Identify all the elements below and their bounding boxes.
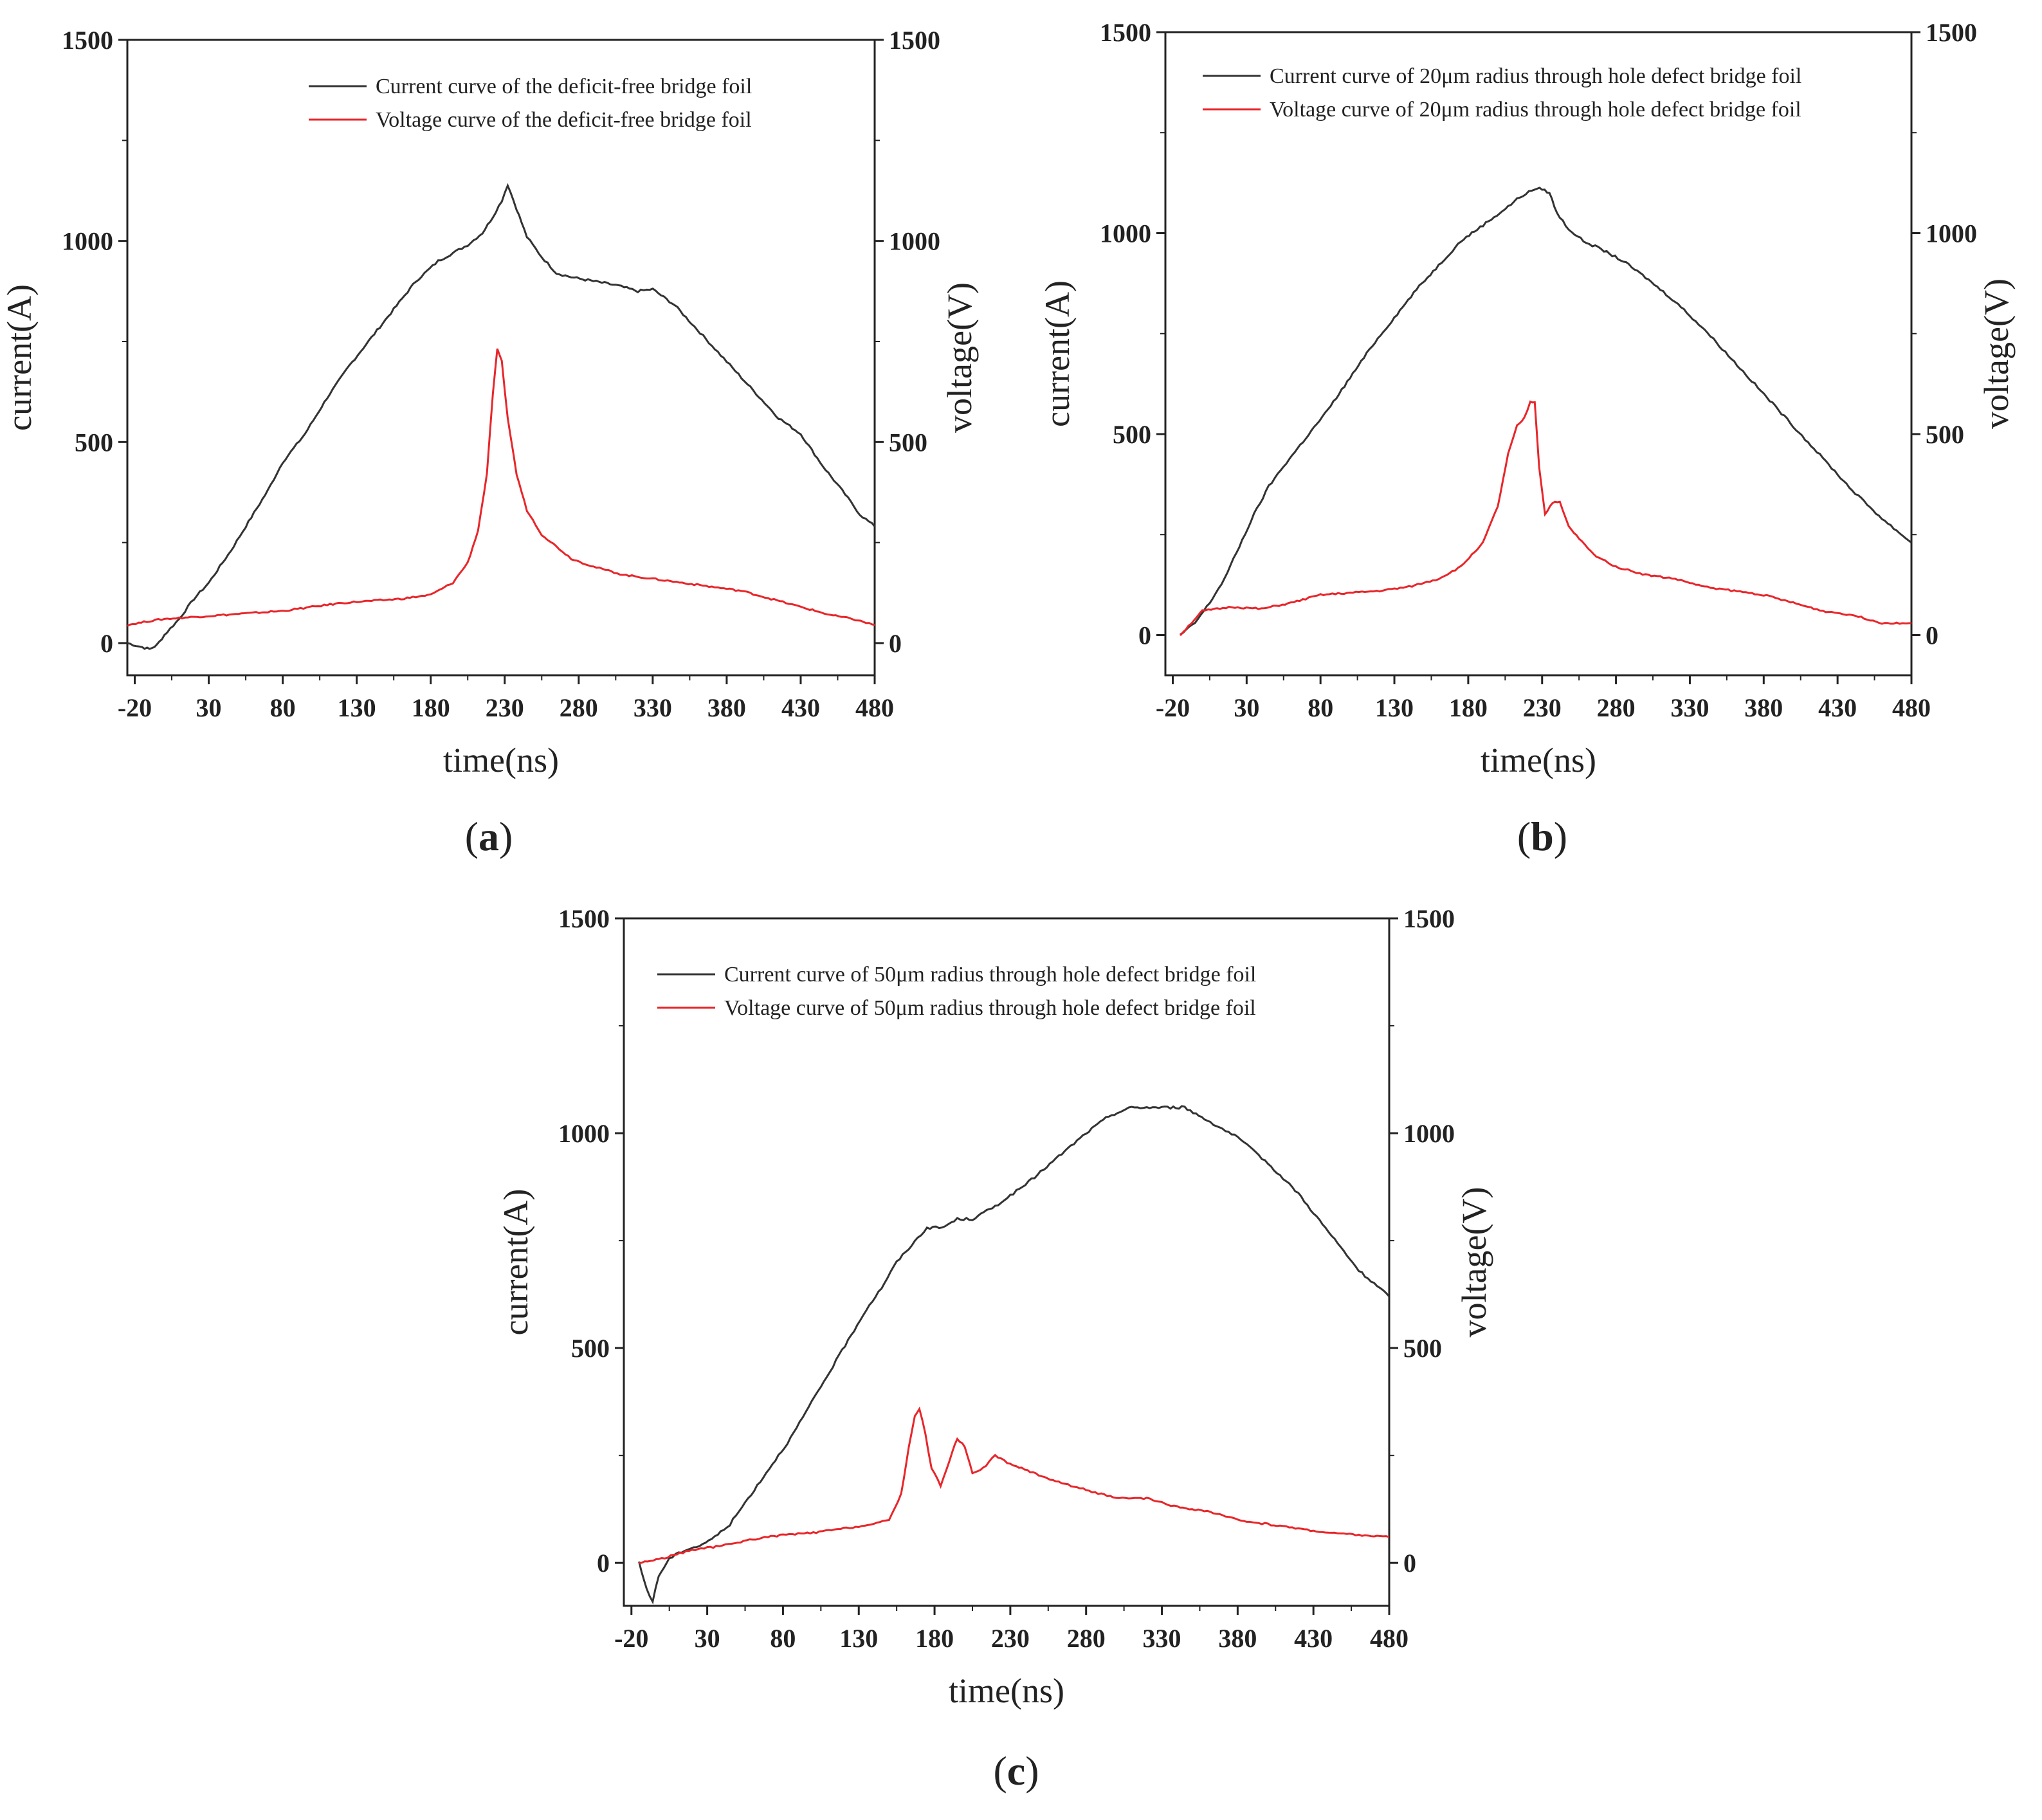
x-tick-label: 230 [1523,693,1562,722]
y-right-tick-label: 500 [889,428,927,457]
x-tick-label: 480 [1892,693,1931,722]
y-right-tick-label: 0 [889,629,902,658]
y-right-tick-label: 0 [1926,621,1938,650]
voltage-series-line [1179,400,1911,637]
x-tick-label: 280 [1067,1624,1106,1653]
panel-label-close: ) [499,814,513,859]
x-tick-label: 130 [1375,693,1414,722]
y-left-tick-label: 1500 [62,26,113,55]
x-tick-label: 230 [991,1624,1030,1653]
legend-label: Current curve of 50μm radius through hol… [724,963,1256,987]
y-left-tick-label: 500 [571,1334,610,1363]
panel-label-close: ) [1554,814,1567,859]
x-tick-label: 30 [695,1624,720,1653]
legend-label: Current curve of the deficit-free bridge… [376,75,752,98]
panel-label-letter: b [1531,814,1554,859]
panel-label-open: ( [1517,814,1531,859]
panel-label-open: ( [465,814,479,859]
legend-label: Voltage curve of 50μm radius through hol… [724,996,1256,1020]
y-axis-right-label: voltage(V) [1977,278,2016,429]
y-axis-left-label: current(A) [1038,280,1077,427]
x-tick-label: 380 [707,693,746,722]
x-axis-label: time(ns) [443,741,559,779]
y-right-tick-label: 1500 [1926,18,1977,47]
x-tick-label: -20 [614,1624,648,1653]
y-axis-right-label: voltage(V) [940,282,979,433]
plot-frame [126,39,876,677]
chart-panel-b: -20 30 80 130 180 230 280 330 380 430 480 0 0 500 500 1… [1038,18,2016,859]
current-series-line [1180,187,1911,635]
x-tick-label: 430 [1294,1624,1333,1653]
chart-panel-c: -20 30 80 130 180 230 280 330 380 430 480 0 0 500 500 1… [497,904,1493,1794]
y-left-tick-label: 1500 [558,904,610,933]
x-axis-label: time(ns) [949,1671,1064,1710]
y-right-tick-label: 500 [1926,420,1964,449]
current-series-line [127,183,875,650]
panel-label-letter: a [479,814,499,859]
chart-panel-a: -20 30 80 130 180 230 280 330 380 430 480 0 0 500 500 1… [0,26,979,859]
panel-label: (c) [993,1748,1039,1794]
y-right-tick-label: 1000 [1926,219,1977,248]
y-left-tick-label: 1000 [558,1119,610,1148]
panel-label: (b) [1517,814,1567,859]
x-tick-label: 80 [1308,693,1333,722]
voltage-series-line [639,1406,1389,1564]
y-left-tick-label: 0 [1138,621,1151,650]
y-left-tick-label: 1500 [1100,18,1151,47]
y-left-tick-label: 1000 [1100,219,1151,248]
x-tick-label: 130 [338,693,376,722]
panel-label-close: ) [1025,1748,1039,1794]
y-right-tick-label: 1500 [1403,904,1455,933]
x-tick-label: -20 [118,693,152,722]
y-axis-right-label: voltage(V) [1455,1187,1493,1338]
x-axis-label: time(ns) [1481,741,1596,779]
x-tick-label: 80 [270,693,296,722]
voltage-series-line [127,348,875,627]
y-right-tick-label: 1000 [889,227,940,256]
x-tick-label: 330 [634,693,672,722]
plot-frame [623,917,1390,1607]
x-tick-label: 180 [1449,693,1488,722]
x-tick-label: 480 [855,693,894,722]
x-tick-label: 230 [486,693,524,722]
legend-label: Current curve of 20μm radius through hol… [1270,64,1801,88]
legend-label: Voltage curve of 20μm radius through hol… [1270,98,1801,122]
x-tick-label: 430 [781,693,820,722]
x-tick-label: 480 [1370,1624,1408,1653]
x-tick-label: 180 [915,1624,954,1653]
y-left-tick-label: 500 [1113,420,1151,449]
x-tick-label: 330 [1143,1624,1181,1653]
x-tick-label: 30 [196,693,222,722]
plot-frame [1164,31,1913,677]
y-right-tick-label: 500 [1403,1334,1442,1363]
x-tick-label: 330 [1670,693,1709,722]
x-tick-label: 380 [1744,693,1783,722]
x-tick-label: 280 [1597,693,1636,722]
y-right-tick-label: 0 [1403,1549,1416,1578]
panel-label-letter: c [1007,1748,1025,1794]
y-right-tick-label: 1500 [889,26,940,55]
y-axis-left-label: current(A) [0,284,39,431]
y-left-tick-label: 500 [75,428,113,457]
x-tick-label: 130 [839,1624,878,1653]
y-right-tick-label: 1000 [1403,1119,1455,1148]
x-tick-label: 30 [1234,693,1259,722]
y-left-tick-label: 0 [100,629,113,658]
y-left-tick-label: 1000 [62,227,113,256]
x-tick-label: 180 [412,693,450,722]
x-tick-label: 430 [1818,693,1857,722]
y-left-tick-label: 0 [597,1549,610,1578]
x-tick-label: -20 [1156,693,1190,722]
panel-label: (a) [465,814,513,859]
x-tick-label: 80 [770,1624,796,1653]
current-series-line [638,1105,1389,1605]
legend-label: Voltage curve of the deficit-free bridge… [376,108,752,132]
x-tick-label: 380 [1218,1624,1257,1653]
panel-label-open: ( [993,1748,1007,1794]
x-tick-label: 280 [560,693,598,722]
y-axis-left-label: current(A) [497,1189,535,1336]
